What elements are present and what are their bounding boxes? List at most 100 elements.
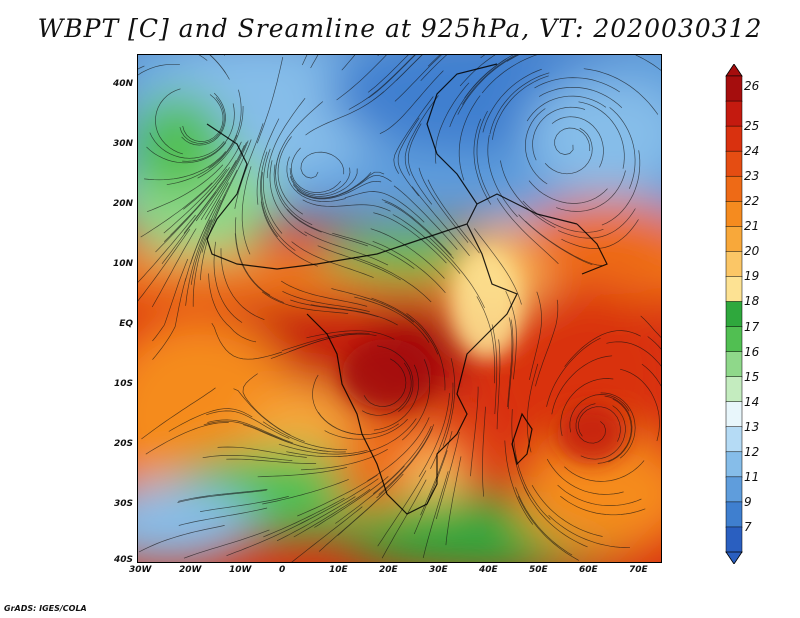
colorbar: 26 25 24 23 22 21 20 19 18 17 16 15 14 13 12 11 9 7	[724, 63, 798, 565]
streamline	[580, 405, 626, 460]
streamline	[601, 150, 641, 226]
streamline	[289, 333, 377, 353]
streamline	[367, 54, 410, 93]
y-tick-label: 20S	[113, 439, 133, 449]
streamline	[202, 455, 293, 461]
colorbar-tick-label: 23	[744, 169, 760, 184]
streamline	[146, 142, 227, 164]
streamline	[435, 432, 460, 520]
colorbar-tick-label: 16	[744, 344, 760, 359]
streamline	[275, 150, 313, 226]
streamline	[564, 330, 641, 367]
colorbar-segment	[725, 426, 743, 453]
streamline	[535, 299, 559, 387]
x-tick-label: 60E	[579, 565, 598, 575]
colorbar-min-arrow	[725, 551, 743, 565]
streamline	[470, 386, 479, 477]
colorbar-tick-label: 26	[744, 79, 760, 93]
streamline	[551, 355, 613, 415]
streamline	[404, 95, 439, 176]
streamline	[476, 296, 496, 384]
streamline	[476, 110, 491, 198]
streamline	[429, 237, 485, 309]
streamline	[525, 220, 603, 266]
streamline	[182, 94, 224, 142]
streamline	[641, 363, 662, 389]
streamline	[531, 485, 603, 537]
streamline	[201, 169, 238, 253]
streamline	[491, 324, 498, 415]
streamline	[504, 440, 534, 525]
streamline	[233, 388, 305, 442]
streamline	[256, 118, 280, 205]
streamline	[481, 54, 541, 94]
streamline	[606, 341, 662, 368]
x-tick-label: 70E	[629, 565, 648, 575]
streamline	[317, 245, 401, 281]
streamline	[155, 185, 217, 253]
streamline	[318, 491, 387, 552]
streamline	[183, 160, 237, 234]
streamline	[306, 330, 395, 340]
streamline	[411, 186, 470, 257]
streamline	[263, 148, 283, 234]
streamline	[332, 232, 415, 269]
map-panel: 40N 30N 20N 10N EQ 10S 20S 30S 40S 30W 20W 10W 0 10E…	[113, 54, 662, 575]
streamline	[354, 256, 432, 303]
streamline	[141, 387, 216, 440]
streamline	[528, 180, 608, 204]
colorbar-segment	[725, 201, 743, 228]
colorbar-segment	[725, 276, 743, 303]
streamline	[260, 151, 278, 238]
streamline	[363, 358, 407, 407]
colorbar-segment	[725, 251, 743, 278]
streamline	[208, 273, 257, 343]
streamline	[578, 406, 621, 442]
colorbar-segment	[725, 75, 743, 102]
streamline	[195, 145, 245, 222]
colorbar-segment	[725, 326, 743, 353]
streamline	[192, 219, 213, 307]
streamline	[226, 519, 309, 557]
streamline	[396, 54, 424, 81]
y-tick-label: 20N	[112, 199, 133, 209]
grads-credit: GrADS: IGES/COLA	[4, 604, 87, 613]
streamline	[546, 458, 624, 495]
streamline	[151, 228, 197, 308]
streamline	[293, 488, 371, 538]
streamline	[500, 160, 556, 229]
streamline	[208, 89, 242, 169]
streamline	[381, 199, 452, 256]
streamline	[183, 529, 270, 559]
colorbar-segment	[725, 526, 743, 553]
streamline	[190, 199, 221, 285]
streamline	[354, 296, 430, 343]
x-tick-label: 10E	[329, 565, 348, 575]
streamline	[137, 228, 191, 303]
streamline	[517, 496, 579, 561]
streamline	[197, 105, 244, 179]
streamline	[281, 280, 368, 307]
streamline	[336, 54, 388, 101]
streamline	[335, 465, 405, 524]
colorbar-tick-label: 20	[744, 244, 760, 259]
streamline	[422, 471, 449, 558]
streamline	[554, 127, 591, 155]
colorbar-tick-label: 9	[744, 494, 752, 509]
streamline	[515, 487, 573, 556]
streamline	[372, 240, 446, 294]
x-tick-label: 30E	[429, 565, 448, 575]
streamline	[538, 86, 623, 109]
streamline	[324, 418, 408, 440]
colorbar-segment	[725, 301, 743, 328]
streamline	[200, 496, 289, 512]
colorbar-tick-label: 14	[744, 394, 760, 409]
colorbar-tick-label: 18	[744, 294, 760, 309]
streamline	[281, 332, 370, 352]
streamline	[492, 75, 549, 140]
streamline	[200, 142, 247, 220]
streamline	[378, 424, 435, 495]
streamline	[458, 95, 481, 181]
colorbar-tick-label: 25	[744, 119, 760, 134]
streamline	[397, 117, 420, 197]
